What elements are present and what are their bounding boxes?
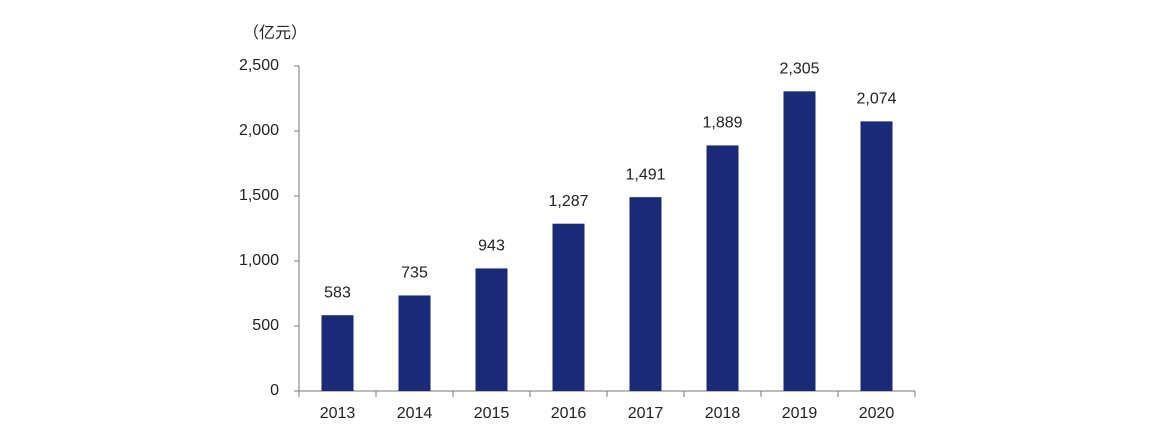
x-tick-label: 2014 — [397, 405, 433, 422]
value-label: 1,287 — [548, 193, 588, 210]
x-tick-label: 2017 — [628, 405, 664, 422]
bar — [860, 121, 893, 391]
value-label: 2,305 — [779, 61, 819, 78]
x-tick-label: 2016 — [551, 405, 587, 422]
y-tick-label: 500 — [252, 317, 279, 334]
value-label: 1,491 — [625, 166, 665, 183]
bar — [398, 295, 431, 391]
y-tick-label: 0 — [270, 382, 279, 399]
y-tick-label: 2,000 — [239, 122, 279, 139]
x-tick-label: 2015 — [474, 405, 510, 422]
bar — [552, 223, 585, 391]
value-label: 943 — [478, 238, 505, 255]
bar — [783, 91, 816, 391]
bar — [706, 145, 739, 391]
value-label: 583 — [324, 284, 351, 301]
x-tick-label: 2013 — [320, 405, 356, 422]
unit-label: （亿元） — [243, 24, 307, 42]
value-label: 2,074 — [856, 91, 896, 108]
x-tick-label: 2018 — [705, 405, 741, 422]
bar — [475, 268, 508, 391]
x-tick-label: 2019 — [782, 405, 818, 422]
value-label: 1,889 — [702, 115, 742, 132]
bar — [321, 315, 354, 391]
x-tick-label: 2020 — [859, 405, 895, 422]
y-tick-label: 2,500 — [239, 57, 279, 74]
y-tick-label: 1,500 — [239, 187, 279, 204]
y-tick-label: 1,000 — [239, 252, 279, 269]
value-label: 735 — [401, 265, 428, 282]
bar — [629, 197, 662, 391]
